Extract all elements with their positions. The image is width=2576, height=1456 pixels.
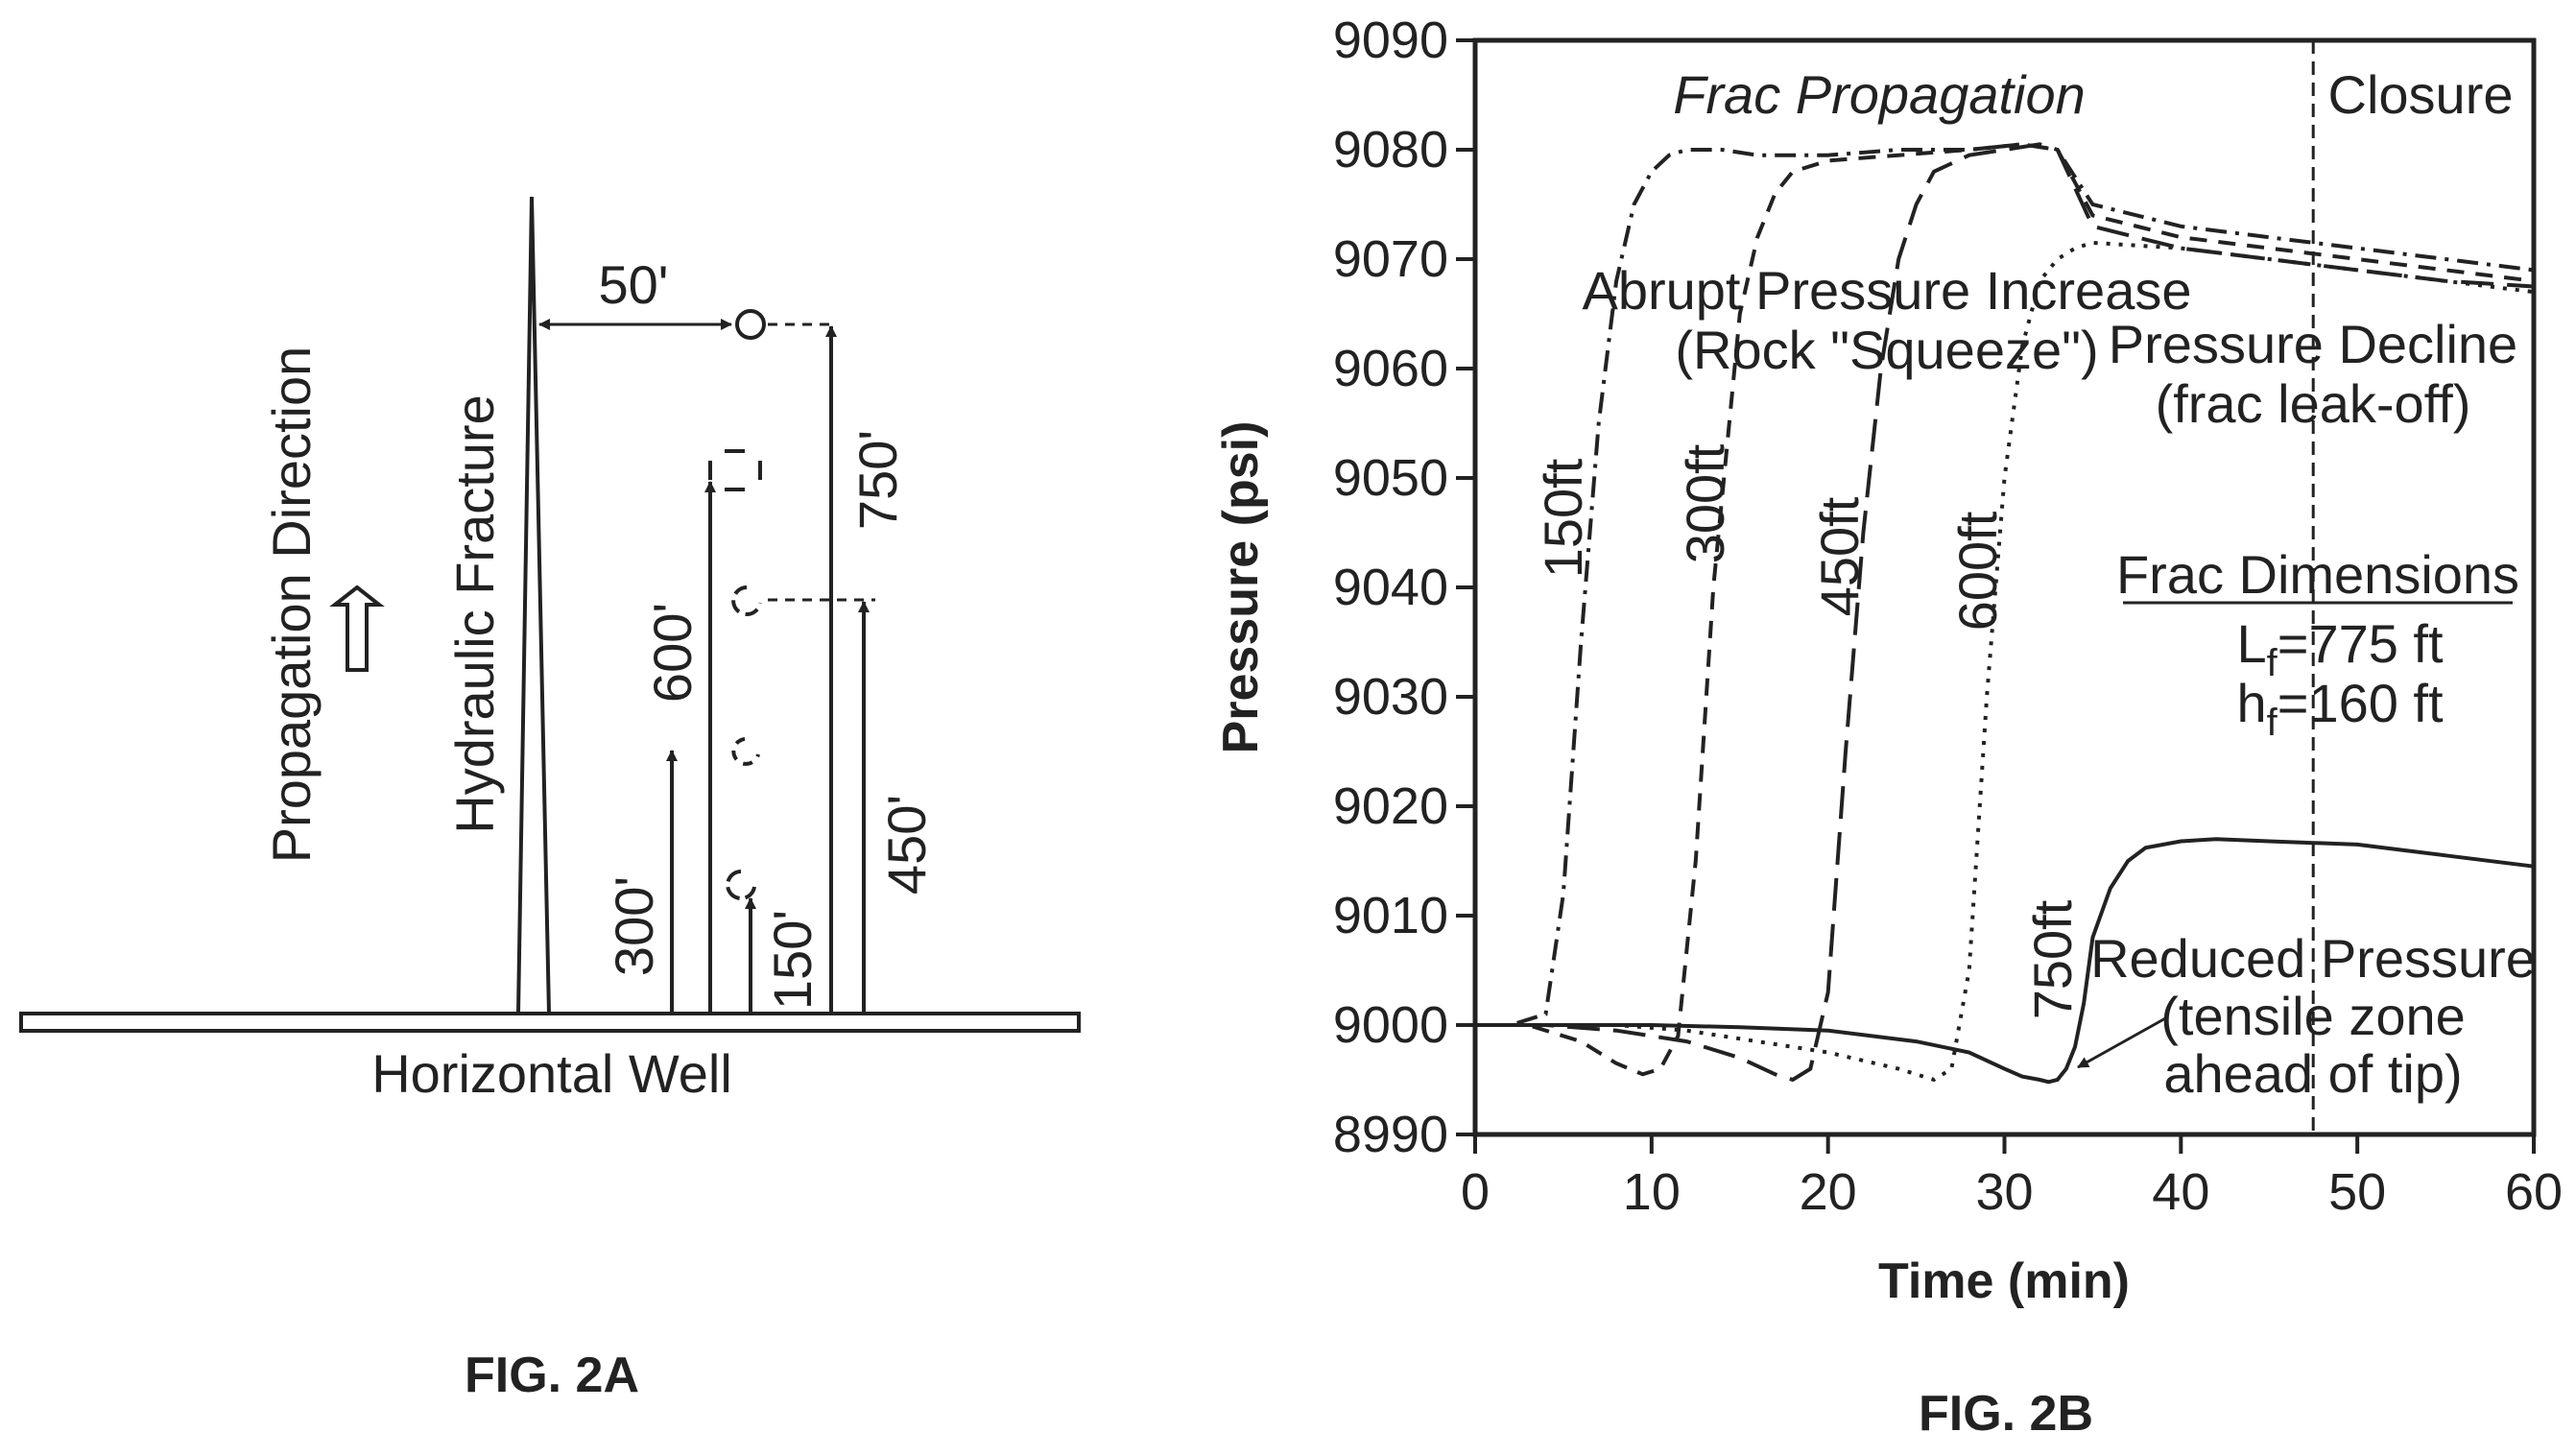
x-tick-label: 40 [2152,1163,2209,1221]
frac-dimensions-title: Frac Dimensions [2116,544,2519,605]
abrupt-increase-label: Abrupt Pressure Increase [1583,260,2192,321]
y-axis-ticks: 8990 9000 9010 9020 9030 9040 9050 9060 9070 9080… [1333,12,1475,1163]
gauge-150-marker [726,870,756,900]
gauge-450-marker [731,585,762,616]
gauge-300-marker [731,737,760,766]
curve-label-450ft: 450ft [1809,496,1870,616]
label-750: 750' [847,430,908,530]
pressure-decline-label: Pressure Decline [2109,314,2517,374]
x-tick-label: 20 [1800,1163,1857,1221]
curve-450ft [1475,142,2535,1083]
curve-label-600ft: 600ft [1947,511,2008,631]
y-tick-label: 9050 [1333,449,1448,507]
y-tick-label: 9080 [1333,121,1448,179]
y-tick-label: 9030 [1333,668,1448,726]
reduced-pressure-label: Reduced Pressure [2090,928,2536,989]
propagation-arrow-icon [329,585,385,672]
reduced-pressure-sub2: ahead of tip) [2163,1043,2462,1104]
x-axis-title: Time (min) [1878,1253,2130,1309]
fig-2a-caption: FIG. 2A [465,1348,639,1403]
frac-propagation-label: Frac Propagation [1673,64,2086,125]
label-450: 450' [876,795,937,895]
curve-750ft [1475,837,2535,1085]
horizontal-well [19,1012,1081,1033]
x-tick-label: 50 [2328,1163,2386,1221]
fig-2a: Horizontal Well Hydraulic Fracture Propa… [19,196,1081,1403]
y-tick-label: 9060 [1333,340,1448,397]
pressure-curves [1475,142,2535,1085]
y-tick-label: 9070 [1333,230,1448,288]
label-150: 150' [762,910,823,1010]
label-300: 300' [604,876,664,976]
curve-300ft [1475,142,2535,1077]
abrupt-increase-sub: (Rock "Squeeze") [1675,320,2098,380]
curve-label-750ft: 750ft [2022,899,2083,1019]
hydraulic-fracture-label: Hydraulic Fracture [444,394,505,833]
gauge-600-marker [708,449,762,491]
y-tick-label: 9040 [1333,559,1448,616]
curve-150ft [1475,142,2535,1027]
fig-2b: 8990 9000 9010 9020 9030 9040 9050 9060 9070 9080… [1213,12,2563,1442]
frac-length-label: Lf=775 ft [2236,613,2444,684]
offset-label: 50' [599,254,669,315]
horizontal-well-label: Horizontal Well [371,1043,732,1104]
y-tick-label: 9090 [1333,12,1448,69]
curve-label-300ft: 300ft [1675,443,1735,563]
x-tick-label: 10 [1623,1163,1681,1221]
y-axis-title: Pressure (psi) [1213,421,1269,754]
x-axis-ticks: 0 10 20 30 40 50 60 [1461,1134,2563,1221]
y-tick-label: 8990 [1333,1106,1448,1163]
fig-2b-caption: FIG. 2B [1919,1386,2093,1442]
gauge-750-marker [735,309,766,340]
closure-label: Closure [2328,64,2514,125]
propagation-direction-label: Propagation Direction [261,346,322,864]
y-tick-label: 9000 [1333,996,1448,1054]
pressure-decline-sub: (frac leak-off) [2156,373,2471,434]
reduced-pressure-arrow [2077,1015,2168,1069]
x-tick-label: 0 [1461,1163,1490,1221]
x-tick-label: 30 [1975,1163,2033,1221]
frac-height-label: hf=160 ft [2236,673,2444,744]
y-tick-label: 9020 [1333,777,1448,835]
x-tick-label: 60 [2505,1163,2563,1221]
reduced-pressure-sub1: (tensile zone [2160,986,2466,1046]
curve-label-150ft: 150ft [1533,458,1593,578]
hydraulic-fracture [516,196,551,1014]
y-tick-label: 9010 [1333,887,1448,944]
label-600: 600' [642,603,703,703]
